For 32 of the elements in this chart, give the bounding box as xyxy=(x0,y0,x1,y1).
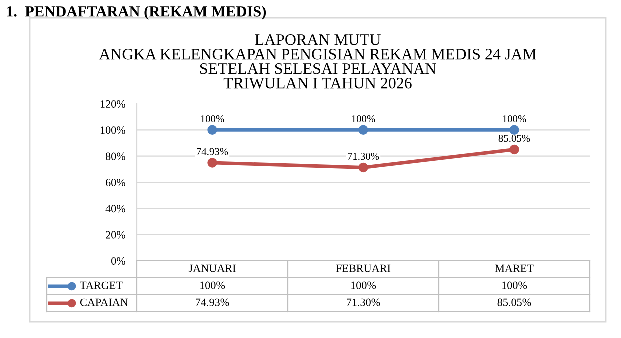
data-label: 74.93% xyxy=(196,298,230,306)
point xyxy=(510,144,520,155)
chart-title: LAPORAN MUTU ANGKA KELENGKAPAN PENGISIAN REKAM MEDIS 24 JAM SETELAH SELESAI PELAYANAN TRIWULAN I TAHUN 2026 xyxy=(99,34,536,89)
text: 100% xyxy=(352,115,376,123)
point xyxy=(208,125,218,136)
y-tick-label: 120% xyxy=(100,100,126,108)
point xyxy=(208,158,218,168)
y-tick-label: 80% xyxy=(106,152,126,160)
data-label: 100% xyxy=(200,282,226,290)
text: 1. PENDAFTARAN (REKAM MEDIS) xyxy=(7,6,266,20)
y-tick-label: 40% xyxy=(106,205,126,213)
data-label: 100% xyxy=(352,282,376,290)
point xyxy=(510,125,520,136)
legend-label: CAPAIAN xyxy=(80,298,128,306)
x-tick-label: MARET xyxy=(495,264,534,272)
data-label: 85.05% xyxy=(498,298,532,306)
y-tick-label: 20% xyxy=(106,231,126,239)
y-tick-label: 0% xyxy=(112,257,126,265)
text: 71.30% xyxy=(348,153,380,160)
text: 100% xyxy=(201,115,224,123)
y-tick-label: 60% xyxy=(106,178,126,186)
data-label: 71.30% xyxy=(347,298,380,306)
x-tick-label: JANUARI xyxy=(188,264,236,272)
text: 100% xyxy=(503,115,526,123)
data-label: 100% xyxy=(502,282,528,290)
y-tick-label: 100% xyxy=(100,126,126,134)
point xyxy=(358,162,368,173)
text: 74.93% xyxy=(197,148,228,156)
point xyxy=(358,125,368,136)
text: 85.05% xyxy=(498,135,530,142)
x-tick-label: FEBRUARI xyxy=(336,264,391,272)
legend-label: TARGET xyxy=(80,282,123,290)
